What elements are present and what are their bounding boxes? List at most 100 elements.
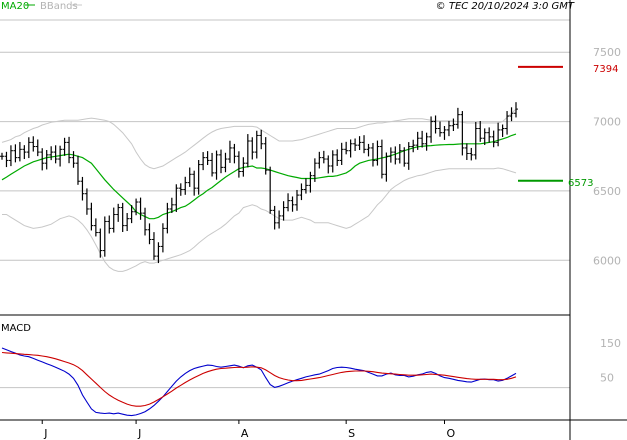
price-bar <box>13 144 18 163</box>
price-bar <box>478 121 483 142</box>
price-bar <box>290 196 295 212</box>
price-bar <box>44 150 49 170</box>
price-bar <box>134 198 139 216</box>
price-bar <box>250 137 255 160</box>
macd-line <box>1 347 517 417</box>
price-bar <box>67 136 72 164</box>
price-bar <box>482 128 487 146</box>
price-bar <box>384 152 389 182</box>
price-bar <box>241 157 246 177</box>
price-bar <box>281 201 286 221</box>
price-bar <box>438 121 443 137</box>
price-bar <box>299 183 304 201</box>
price-bar <box>227 140 232 163</box>
ma20-line <box>1 133 517 220</box>
price-bar <box>22 145 27 160</box>
price-bar <box>165 202 170 234</box>
macd-signal-line <box>1 351 517 407</box>
price-axis-tick-label: 6500 <box>593 185 621 198</box>
price-bar <box>62 137 67 156</box>
price-bar <box>71 151 76 168</box>
price-bar <box>0 152 4 160</box>
price-axis-tick-label: 7000 <box>593 116 621 129</box>
price-bar <box>397 144 402 164</box>
price-bar <box>379 139 384 179</box>
price-bar <box>49 146 54 161</box>
price-bar <box>192 170 197 196</box>
price-bar <box>509 107 514 122</box>
macd-label: MACD <box>1 323 31 334</box>
price-bar <box>259 129 264 150</box>
price-axis-tick-label: 6000 <box>593 254 621 267</box>
price-bar <box>210 152 215 177</box>
price-bar <box>196 160 201 195</box>
price-bar <box>245 134 250 168</box>
price-bar <box>151 232 156 260</box>
x-axis-tick-label: A <box>241 427 249 440</box>
price-bar <box>491 130 496 148</box>
macd-axis-tick-label: 150 <box>600 337 621 350</box>
price-bar <box>375 140 380 166</box>
x-axis-tick-label: J <box>137 427 141 440</box>
price-bar <box>348 139 353 158</box>
price-bar <box>272 205 277 230</box>
price-bar <box>75 155 80 185</box>
price-bar <box>420 130 425 148</box>
price-bar <box>321 150 326 164</box>
copyright-text: © TEC 20/10/2024 3:0 GMT <box>436 1 575 12</box>
price-bar <box>236 151 241 178</box>
price-bar <box>205 151 210 165</box>
price-bar <box>125 212 130 232</box>
price-bar <box>353 138 358 151</box>
price-bar <box>326 155 331 174</box>
price-bar <box>277 210 282 229</box>
price-bar <box>455 107 460 129</box>
price-bar <box>183 176 188 195</box>
price-bar <box>174 184 179 213</box>
price-axis-tick-label: 7500 <box>593 46 621 59</box>
price-bar <box>35 139 40 157</box>
x-axis-tick-label: J <box>43 427 47 440</box>
price-bar <box>143 207 148 236</box>
price-bar <box>187 167 192 187</box>
price-bar <box>344 141 349 155</box>
price-bar <box>442 126 447 140</box>
price-bar <box>223 152 228 173</box>
price-bar <box>286 193 291 212</box>
price-bar <box>330 150 335 173</box>
price-bar <box>317 151 322 169</box>
price-bar <box>201 152 206 171</box>
price-bar <box>102 216 107 257</box>
price-bar <box>339 142 344 165</box>
price-bar <box>116 203 121 222</box>
legend-bbands-label: BBands <box>40 1 78 12</box>
price-bar <box>446 120 451 137</box>
price-bar <box>4 151 9 168</box>
price-bar <box>178 183 183 196</box>
price-bar <box>424 132 429 151</box>
price-bar <box>487 127 492 143</box>
price-bar <box>406 142 411 170</box>
price-bar <box>268 166 273 214</box>
price-bar <box>58 145 63 167</box>
price-bar <box>147 223 152 245</box>
price-bar <box>415 131 420 150</box>
resistance-level-label: 7394 <box>593 64 618 75</box>
price-bar <box>80 176 85 201</box>
price-bar <box>219 149 224 174</box>
price-bar <box>8 145 13 167</box>
price-bar <box>451 118 456 132</box>
x-axis-tick-label: S <box>348 427 355 440</box>
price-bar <box>357 136 362 151</box>
price-bar <box>402 147 407 167</box>
price-bar <box>473 121 478 160</box>
price-bar <box>156 242 161 264</box>
price-bar <box>370 142 375 167</box>
price-bar <box>362 135 367 154</box>
price-bar <box>111 207 116 233</box>
price-bar <box>160 223 165 253</box>
price-bar <box>460 111 465 156</box>
price-bar <box>169 197 174 213</box>
